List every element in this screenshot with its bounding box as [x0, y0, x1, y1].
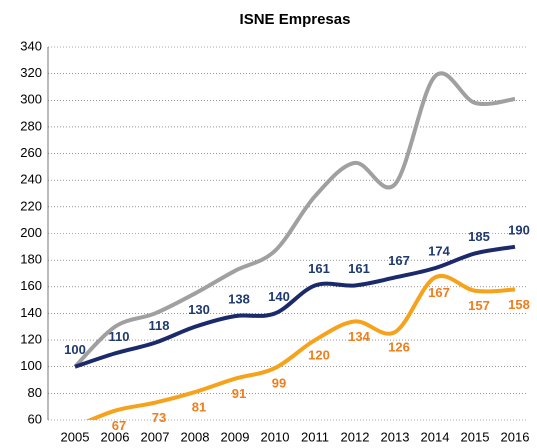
- y-tick-label: 180: [20, 252, 42, 267]
- data-label: 126: [388, 340, 410, 355]
- x-tick-label: 2005: [61, 429, 90, 444]
- y-tick-label: 200: [20, 225, 42, 240]
- line-series: [85, 273, 516, 420]
- x-tick-label: 2016: [501, 429, 530, 444]
- y-tick-label: 260: [20, 145, 42, 160]
- y-tick-label: 160: [20, 278, 42, 293]
- data-label: 138: [228, 292, 250, 307]
- data-label: 67: [112, 418, 126, 433]
- x-tick-label: 2007: [141, 429, 170, 444]
- y-tick-label: 60: [28, 411, 42, 426]
- data-label: 161: [348, 261, 370, 276]
- data-label: 158: [508, 297, 530, 312]
- data-label: 100: [64, 342, 86, 357]
- data-label: 167: [388, 253, 410, 268]
- x-tick-label: 2012: [341, 429, 370, 444]
- data-label: 130: [188, 302, 210, 317]
- data-label: 157: [468, 298, 490, 313]
- y-tick-label: 80: [28, 385, 42, 400]
- x-tick-label: 2013: [381, 429, 410, 444]
- data-label: 120: [308, 348, 330, 363]
- x-tick-label: 2015: [461, 429, 490, 444]
- y-tick-label: 140: [20, 305, 42, 320]
- data-label: 161: [308, 261, 330, 276]
- data-label: 99: [272, 375, 286, 390]
- data-label: 140: [268, 289, 290, 304]
- data-label: 190: [508, 222, 530, 237]
- data-label: 91: [232, 386, 246, 401]
- data-label: 118: [149, 318, 170, 333]
- y-tick-label: 300: [20, 92, 42, 107]
- chart-title: ISNE Empresas: [240, 11, 351, 28]
- y-tick-label: 120: [20, 332, 42, 347]
- plot-area: [73, 71, 516, 420]
- line-series: [74, 244, 516, 369]
- y-tick-label: 280: [20, 118, 42, 133]
- data-label: 73: [152, 410, 166, 425]
- data-label: 167: [428, 285, 450, 300]
- data-label: 134: [348, 329, 370, 344]
- line-series: [73, 71, 516, 369]
- x-tick-label: 2008: [181, 429, 210, 444]
- x-tick-label: 2014: [421, 429, 450, 444]
- x-tick-label: 2011: [301, 429, 329, 444]
- y-tick-label: 220: [20, 198, 42, 213]
- data-label: 185: [468, 229, 490, 244]
- y-tick-label: 320: [20, 65, 42, 80]
- y-tick-label: 100: [20, 358, 42, 373]
- data-label: 81: [192, 399, 206, 414]
- y-tick-label: 340: [20, 38, 42, 53]
- x-tick-label: 2006: [101, 429, 130, 444]
- y-tick-label: 240: [20, 172, 42, 187]
- data-label: 110: [109, 329, 130, 344]
- x-tick-label: 2010: [261, 429, 290, 444]
- data-label: 174: [428, 244, 450, 259]
- x-tick-label: 2009: [221, 429, 250, 444]
